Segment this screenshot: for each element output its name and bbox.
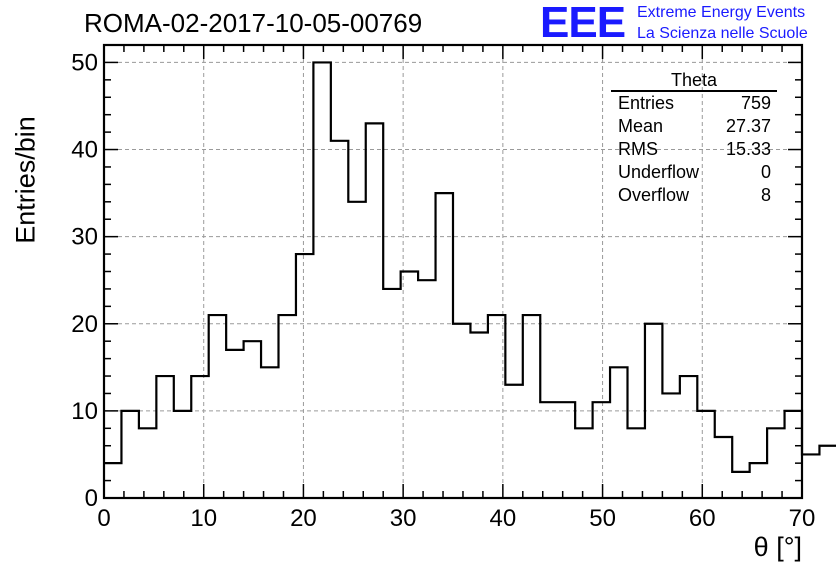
x-tick-label: 0 [97, 505, 110, 532]
x-axis-label: θ [°] [753, 532, 802, 562]
stats-label: Overflow [618, 185, 690, 205]
y-tick-label: 30 [71, 224, 98, 251]
stats-value: 0 [760, 162, 771, 182]
x-tick-labels: 0 10 20 30 40 50 60 70 [97, 505, 815, 532]
stats-row-rms: RMS 15.33 [611, 138, 777, 161]
stats-label: RMS [618, 139, 658, 159]
y-axis-label: Entries/bin [10, 116, 41, 244]
eee-logo: EEE Extreme Energy Events La Scienza nel… [540, 0, 836, 48]
y-tick-label: 50 [71, 49, 98, 76]
y-tick-labels: 0 10 20 30 40 50 [71, 49, 98, 512]
stats-value: 27.37 [725, 116, 771, 136]
stats-row-mean: Mean 27.37 [611, 115, 777, 138]
y-tick-label: 0 [85, 485, 98, 512]
x-tick-label: 50 [589, 505, 616, 532]
y-axis-label-box: Entries/bin [6, 110, 46, 250]
y-tick-label: 40 [71, 137, 98, 164]
run-title: ROMA-02-2017-10-05-00769 [84, 8, 423, 38]
stats-box: Theta Entries 759 Mean 27.37 RMS 15.33 U… [611, 70, 777, 207]
stats-label: Mean [618, 116, 664, 136]
axis-ticks [103, 44, 803, 499]
logo-tagline-2: La Scienza nelle Scuole [637, 25, 808, 42]
logo-tagline-1: Extreme Energy Events [637, 4, 806, 21]
x-tick-label: 10 [190, 505, 217, 532]
histogram-series [104, 61, 836, 473]
y-tick-label: 20 [71, 311, 98, 338]
stats-row-underflow: Underflow 0 [611, 161, 777, 184]
x-tick-label: 70 [789, 505, 816, 532]
stats-label: Entries [618, 93, 675, 113]
stats-value: 15.33 [725, 139, 771, 159]
x-tick-label: 30 [390, 505, 417, 532]
stats-value: 759 [740, 93, 771, 113]
stats-value: 8 [760, 185, 771, 205]
stats-title: Theta [611, 70, 777, 92]
stats-row-entries: Entries 759 [611, 92, 777, 115]
logo-mark: EEE [540, 0, 626, 47]
stats-label: Underflow [618, 162, 700, 182]
x-tick-label: 40 [490, 505, 517, 532]
x-tick-label: 60 [689, 505, 716, 532]
stats-row-overflow: Overflow 8 [611, 184, 777, 207]
x-tick-label: 20 [290, 505, 317, 532]
y-tick-label: 10 [71, 398, 98, 425]
